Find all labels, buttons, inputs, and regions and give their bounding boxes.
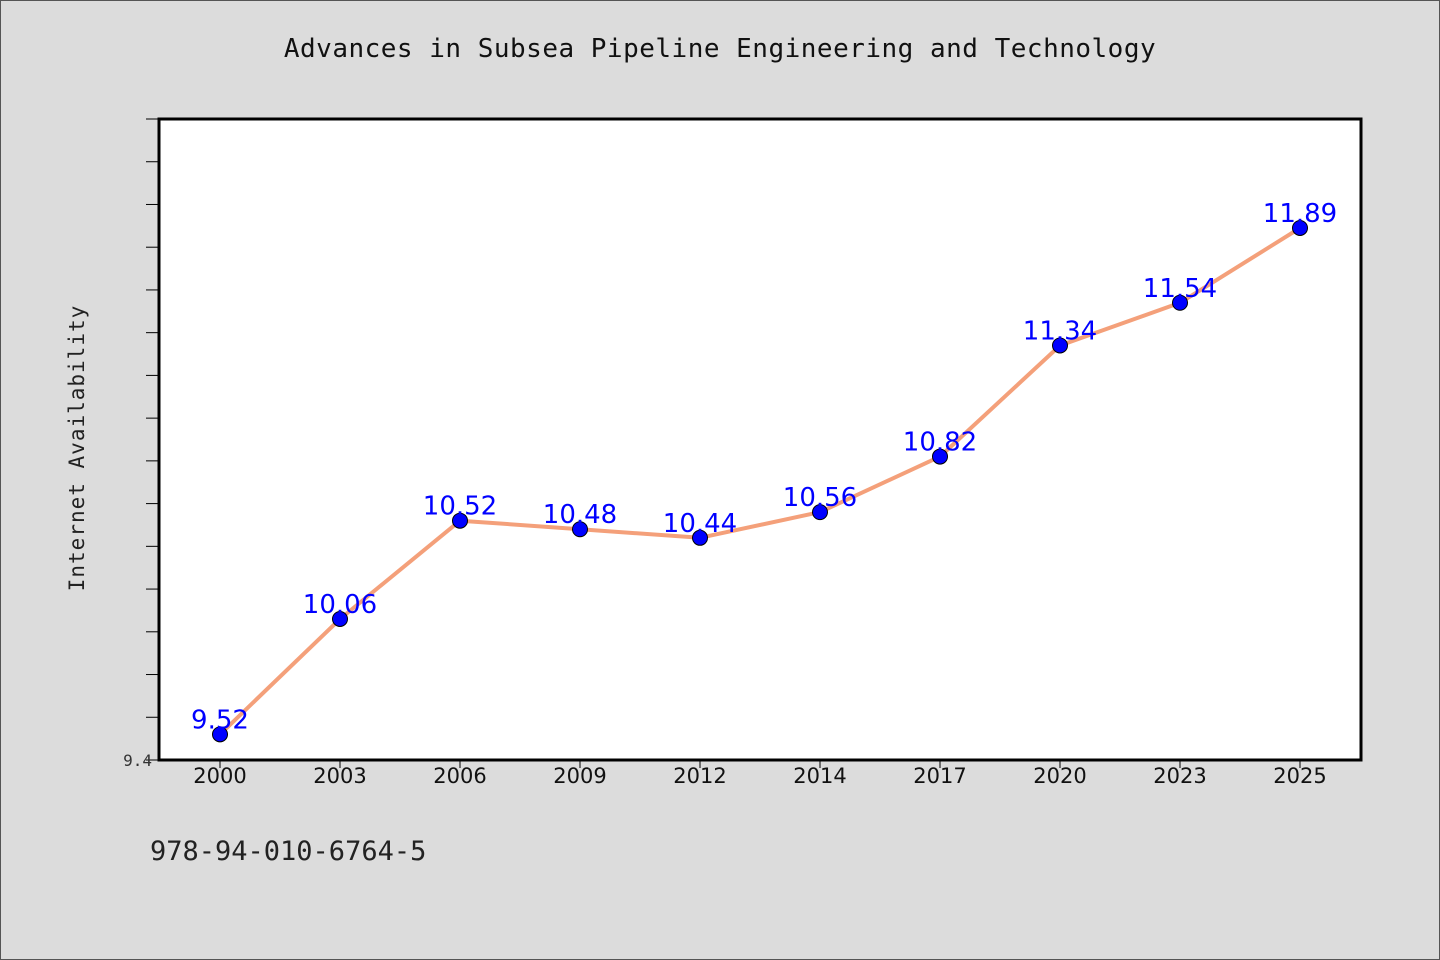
data-label: 11.89 bbox=[1263, 199, 1337, 229]
chart-title: Advances in Subsea Pipeline Engineering … bbox=[283, 34, 1157, 64]
data-label: 11.34 bbox=[1023, 316, 1097, 346]
data-point bbox=[812, 504, 828, 521]
series-line bbox=[218, 226, 1302, 736]
isbn-text: 978-94-010-6764-5 bbox=[150, 836, 427, 867]
x-tick-label: 2009 bbox=[553, 764, 606, 788]
x-axis-tick-labels: 2000 2003 2006 2009 2012 2014 2017 2020 2023 2025 bbox=[193, 764, 1326, 788]
plot-area bbox=[157, 117, 1363, 762]
data-point bbox=[1292, 219, 1308, 236]
x-tick-label: 2017 bbox=[913, 764, 966, 788]
data-point bbox=[932, 448, 948, 465]
data-point bbox=[572, 521, 588, 538]
data-point bbox=[1052, 337, 1068, 354]
x-tick-label: 2003 bbox=[313, 764, 366, 788]
data-label: 9.52 bbox=[191, 705, 249, 735]
x-tick-label: 2000 bbox=[193, 764, 246, 788]
x-tick-label: 2023 bbox=[1153, 764, 1206, 788]
data-label: 10.82 bbox=[903, 428, 977, 458]
data-point bbox=[692, 529, 708, 546]
data-point bbox=[1172, 294, 1188, 311]
data-point bbox=[212, 726, 228, 743]
data-labels: 9.52 10.06 10.52 10.48 10.44 10.56 10.82 11.34 1… bbox=[191, 199, 1337, 735]
data-label: 10.56 bbox=[783, 483, 857, 513]
y-axis-min-label: 9.4 bbox=[123, 751, 152, 770]
y-axis-ticks bbox=[146, 118, 159, 761]
series-markers bbox=[212, 219, 1308, 743]
x-axis-ticks bbox=[219, 760, 1301, 768]
data-point bbox=[332, 610, 348, 627]
x-tick-label: 2006 bbox=[433, 764, 486, 788]
x-tick-label: 2014 bbox=[793, 764, 846, 788]
data-label: 10.48 bbox=[543, 500, 617, 530]
data-point bbox=[452, 512, 468, 529]
x-tick-label: 2020 bbox=[1033, 764, 1086, 788]
data-label: 11.54 bbox=[1143, 274, 1217, 304]
data-label: 10.52 bbox=[423, 492, 497, 522]
data-label: 10.06 bbox=[303, 590, 377, 620]
x-tick-label: 2012 bbox=[673, 764, 726, 788]
data-label: 10.44 bbox=[663, 509, 737, 539]
x-tick-label: 2025 bbox=[1273, 764, 1326, 788]
